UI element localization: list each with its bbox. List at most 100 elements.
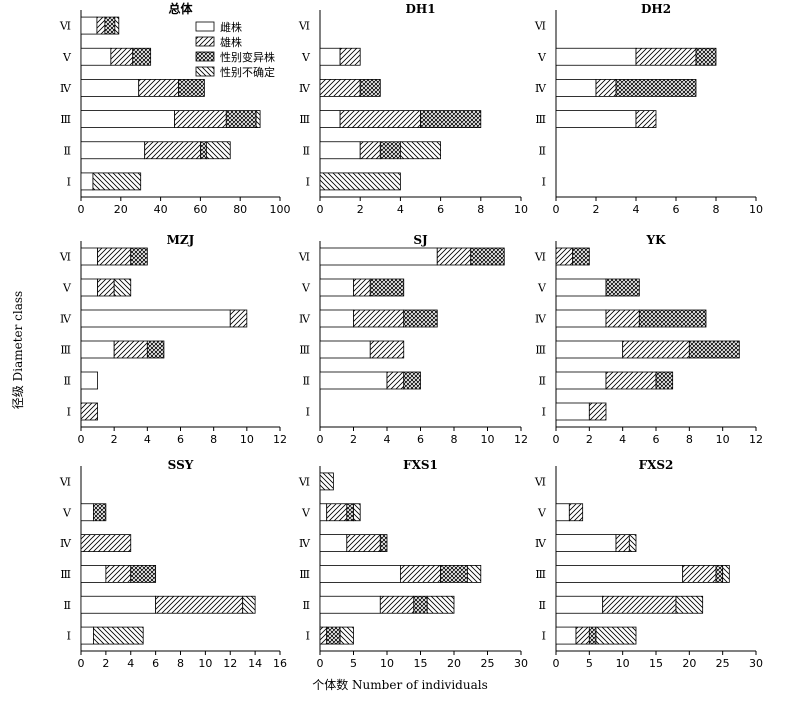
x-tick-label: 2 [593, 203, 600, 216]
category-label: Ⅵ [59, 20, 71, 33]
bar-variant [440, 565, 468, 583]
bar-female [319, 371, 388, 390]
bar-male [144, 141, 201, 160]
x-tick-label: 6 [653, 433, 660, 446]
bar-uncertain [466, 565, 482, 583]
category-label: Ⅲ [535, 344, 546, 357]
bar-male [575, 626, 590, 645]
category-label: Ⅳ [535, 537, 547, 550]
bar-female [319, 340, 371, 359]
bar-female [319, 565, 401, 583]
x-tick-label: 20 [682, 657, 696, 670]
bar-variant [225, 110, 257, 128]
bar-female [80, 16, 98, 35]
category-label: Ⅵ [534, 20, 546, 33]
x-tick-label: 30 [749, 657, 763, 670]
category-label: Ⅱ [64, 599, 71, 612]
category-label: Ⅱ [303, 144, 310, 157]
category-label: Ⅰ [67, 175, 71, 188]
panel: FXS1 0 5 10 15 20 25 30 Ⅰ Ⅱ Ⅲ Ⅳ Ⅴ Ⅵ [298, 458, 528, 670]
panel: SSY 0 2 4 6 8 10 12 14 16 Ⅰ Ⅱ Ⅲ Ⅳ Ⅴ Ⅵ [59, 458, 287, 670]
category-label: Ⅵ [59, 475, 71, 488]
bar-variant [403, 309, 438, 328]
bar-female [80, 503, 94, 522]
x-tick-label: 10 [749, 203, 763, 216]
bar-female [80, 47, 112, 66]
panel-title: SJ [413, 233, 428, 247]
category-label: Ⅰ [67, 406, 71, 419]
bar-variant [93, 503, 107, 522]
category-label: Ⅱ [64, 375, 71, 388]
category-label: Ⅱ [539, 375, 546, 388]
bar-male [339, 47, 361, 66]
bar-uncertain [675, 595, 704, 614]
bar-male [353, 278, 371, 297]
bar-male [682, 565, 717, 583]
bar-uncertain [114, 16, 120, 35]
bar-female [80, 595, 157, 614]
bar-uncertain [113, 278, 132, 297]
bar-male [155, 595, 244, 614]
bar-uncertain [92, 172, 142, 191]
panel-title: DH1 [405, 2, 435, 16]
x-tick-label: 6 [417, 433, 424, 446]
category-label: Ⅳ [299, 82, 311, 95]
x-tick-label: 2 [357, 203, 364, 216]
category-label: Ⅳ [535, 313, 547, 326]
bar-female [555, 110, 637, 128]
legend-swatch-male [195, 36, 215, 47]
x-tick-label: 25 [716, 657, 730, 670]
panel: SJ 0 2 4 6 8 10 12 Ⅰ Ⅱ Ⅲ Ⅳ Ⅴ Ⅵ [298, 233, 528, 446]
bar-variant [130, 565, 157, 583]
category-label: Ⅰ [67, 630, 71, 643]
bar-female [80, 278, 98, 297]
x-tick-label: 0 [78, 657, 85, 670]
x-tick-label: 10 [380, 657, 394, 670]
bar-male [359, 141, 381, 160]
bar-uncertain [353, 503, 361, 522]
category-label: Ⅳ [60, 537, 72, 550]
bar-variant [132, 47, 152, 66]
bar-male [605, 371, 657, 390]
x-tick-label: 10 [514, 203, 528, 216]
legend-swatch-variant [195, 51, 215, 62]
legend-label: 雄株 [220, 35, 242, 49]
bar-uncertain [319, 172, 401, 191]
x-tick-label: 0 [317, 433, 324, 446]
bar-male [113, 340, 148, 359]
bar-variant [695, 47, 717, 66]
category-label: Ⅴ [62, 282, 72, 295]
x-tick-label: 4 [397, 203, 404, 216]
category-label: Ⅴ [537, 51, 547, 64]
panel-title: FXS1 [403, 458, 438, 472]
bar-female [555, 79, 597, 97]
bar-male [110, 47, 134, 66]
x-tick-label: 2 [102, 657, 109, 670]
bar-female [319, 503, 328, 522]
bar-female [80, 172, 94, 191]
x-tick-label: 0 [78, 203, 85, 216]
bar-variant [326, 626, 341, 645]
bar-female [555, 309, 607, 328]
category-label: Ⅲ [299, 113, 310, 126]
legend-label: 性别变异株 [220, 50, 275, 64]
category-label: Ⅵ [59, 251, 71, 264]
panel: MZJ 0 2 4 6 8 10 12 Ⅰ Ⅱ Ⅲ Ⅳ Ⅴ Ⅵ [59, 233, 287, 446]
bar-male [174, 110, 227, 128]
bar-female [80, 340, 115, 359]
bar-variant [359, 79, 381, 97]
x-tick-label: 2 [111, 433, 118, 446]
bar-variant [638, 309, 707, 328]
category-label: Ⅴ [301, 282, 311, 295]
bar-male [97, 278, 115, 297]
x-tick-label: 6 [177, 433, 184, 446]
x-tick-label: 8 [177, 657, 184, 670]
panel-title: FXS2 [639, 458, 674, 472]
panel-title: MZJ [167, 233, 195, 247]
panel-title: DH2 [641, 2, 671, 16]
x-tick-label: 4 [619, 433, 626, 446]
bar-male [602, 595, 677, 614]
bar-female [555, 534, 617, 552]
bar-male [379, 595, 415, 614]
x-tick-label: 12 [514, 433, 528, 446]
